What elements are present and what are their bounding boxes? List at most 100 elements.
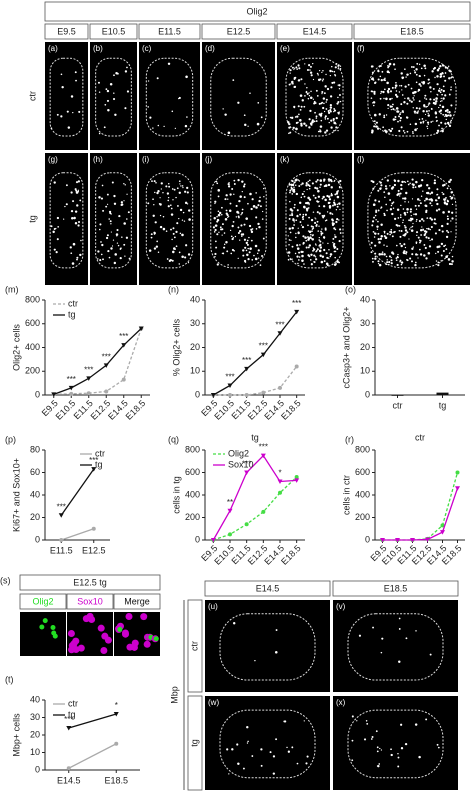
cell-signal [294,116,297,118]
cell-signal [308,203,310,206]
cell-signal [71,216,74,220]
cell-signal [187,253,191,256]
data-bar [391,395,404,396]
cell-signal [254,244,258,248]
cell-signal [254,257,258,261]
cell-signal [253,254,255,257]
cell-signal [317,195,321,198]
cell-signal [338,219,340,221]
y-tick-label: 30 [190,318,200,328]
cell-signal [312,211,315,213]
micrograph [20,612,66,656]
cell-signal [331,81,334,84]
cell-signal [156,240,158,243]
cell-signal [429,98,432,101]
cell-signal [214,224,218,227]
panel-letter: (h) [93,155,103,164]
cell-signal [450,231,452,233]
cell-signal [412,107,414,109]
series-line [53,328,142,396]
cell-signal [416,128,418,130]
cell-signal [99,259,102,262]
cell-signal [397,253,399,256]
cell-signal [418,100,421,103]
cell-signal [419,253,423,256]
cell-signal [363,738,367,741]
cell-signal [239,239,241,241]
cell-signal [312,225,314,228]
cell-signal [291,258,293,260]
cell-signal [376,765,379,767]
cell-signal [114,113,117,117]
cell-signal [243,196,246,199]
header-title: E12.5 tg [73,577,107,587]
cell-signal [75,181,79,184]
cell-signal [153,247,157,250]
cell-signal [262,237,265,240]
cell-signal [405,116,408,119]
cell-signal [60,73,63,76]
data-point [121,377,126,382]
cell-signal [406,259,408,261]
cell-signal [399,119,402,122]
cell-signal [307,207,310,209]
cell-signal [417,90,419,92]
cell-signal [393,217,397,221]
micrograph [202,42,275,150]
cell-signal [318,102,321,105]
cell-signal [250,230,254,234]
cell-signal [422,110,425,113]
series-line [68,743,117,769]
cell-signal [315,224,318,227]
cell-signal [337,67,340,70]
cell-signal [172,199,174,201]
cell-signal [216,182,219,185]
legend-label: tg [95,459,103,469]
cell-signal [303,122,306,125]
cell-signal [397,120,399,123]
cell-signal [319,186,321,189]
cell-signal [328,180,330,183]
cell-signal [379,181,382,184]
cell-signal [333,203,337,206]
panel-letter: (i) [142,155,149,164]
cell-signal [229,193,232,196]
cell-signal [324,118,327,120]
cell-signal [259,196,261,199]
cell-signal [178,180,181,183]
cell-signal [170,207,173,210]
cell-signal [179,208,183,212]
cell-signal [433,181,437,185]
cell-signal [170,228,172,231]
cell-signal [291,245,294,248]
cell-signal [389,199,392,201]
panel-letter: (o) [345,284,356,294]
micrograph [202,153,275,285]
y-axis-label: cells in tg [171,476,181,514]
cell-signal [188,218,191,221]
cell-signal [402,130,405,132]
cell-signal [338,111,340,113]
cell-signal [339,65,342,67]
cell-signal [299,244,301,246]
y-tick-label: 0 [365,534,370,544]
cell-signal [423,104,426,107]
cell-signal [186,186,189,190]
cell-signal [412,97,415,99]
cell-signal [395,81,397,84]
cell-signal [178,251,181,254]
cell-signal [332,119,335,122]
cell-signal [39,624,45,630]
cell-signal [396,255,399,258]
marker-label: Mbp [169,686,179,704]
cell-signal [322,106,325,110]
cell-signal [416,111,419,114]
cell-signal [162,227,166,231]
cell-signal [108,256,111,259]
cell-signal [408,99,411,102]
y-tick-label: 400 [355,489,370,499]
tissue-outline [285,57,344,137]
cell-signal [314,243,317,245]
y-tick-label: 800 [25,294,40,304]
cell-signal [389,208,393,211]
